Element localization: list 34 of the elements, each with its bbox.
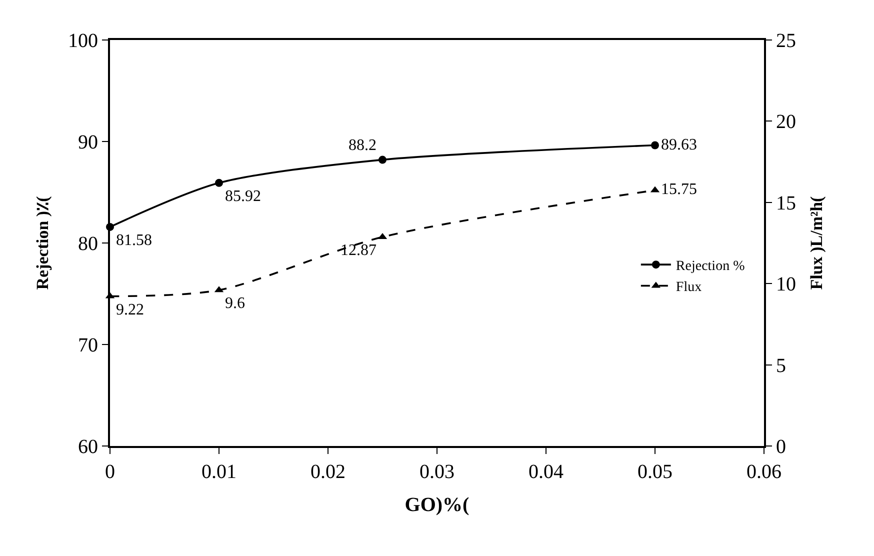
y-tick-label: 80: [78, 233, 98, 255]
legend-label: Flux: [676, 280, 702, 296]
x-tick-label: 0.05: [638, 461, 672, 483]
legend-label: Rejection %: [676, 259, 746, 274]
y2-tick-label: 20: [776, 111, 796, 134]
y2-tick-label: 0: [776, 436, 786, 458]
data-label: 81.58: [116, 232, 152, 249]
y-tick-label: 100: [68, 30, 98, 52]
data-label: 9.22: [116, 301, 144, 318]
data-label: 9.6: [225, 295, 245, 312]
data-label: 89.63: [661, 136, 697, 154]
x-axis-title: GO)%(: [404, 494, 470, 516]
y-tick-label: 60: [78, 436, 98, 458]
data-label: 85.92: [225, 188, 261, 205]
point: [378, 156, 386, 164]
y2-tick-label: 5: [776, 354, 786, 377]
data-label: 15.75: [661, 181, 697, 198]
data-label: 88.2: [348, 136, 376, 154]
x-tick-label: 0.06: [746, 461, 782, 483]
x-tick-label: 0: [105, 461, 115, 483]
point: [215, 178, 223, 187]
x-tick-label: 0.04: [528, 461, 564, 483]
x-tick-label: 0.01: [202, 461, 236, 483]
y2-tick-label: 10: [776, 274, 796, 296]
point: [651, 141, 659, 150]
y2-axis-title: Flux )L/m²h(: [806, 196, 826, 290]
data-label: 12.87: [340, 242, 376, 259]
y2-tick-label: 15: [776, 192, 796, 214]
y2-tick-label: 25: [776, 30, 796, 52]
y-tick-label: 70: [78, 334, 98, 356]
y-tick-label: 90: [78, 132, 98, 154]
y-axis-title: Rejection )٪(: [33, 196, 52, 290]
x-tick-label: 0.02: [310, 461, 346, 483]
x-tick-label: 0.03: [420, 461, 454, 483]
